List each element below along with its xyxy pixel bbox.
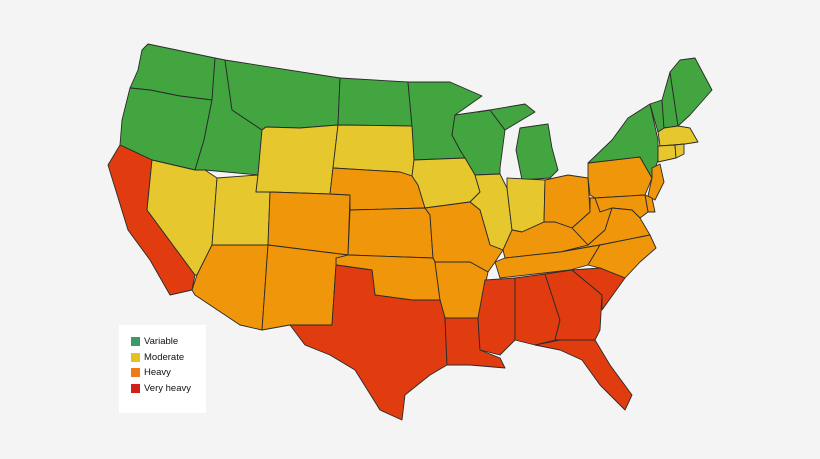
legend: Variable Moderate Heavy Very heavy <box>119 325 206 413</box>
state-ks <box>347 207 434 259</box>
state-me <box>669 57 713 127</box>
state-wy <box>255 124 339 195</box>
state-ct <box>657 144 677 163</box>
state-co <box>267 191 351 256</box>
legend-swatch-moderate <box>131 352 140 362</box>
state-ny <box>587 103 659 179</box>
legend-swatch-heavy <box>131 368 140 378</box>
state-ma <box>657 125 699 147</box>
legend-item-very-heavy: Very heavy <box>131 381 206 397</box>
legend-item-variable: Variable <box>131 334 206 350</box>
state-mo <box>424 201 504 273</box>
state-mi <box>477 103 559 181</box>
state-pa <box>587 156 653 199</box>
legend-label-moderate: Moderate <box>144 351 185 363</box>
legend-item-heavy: Heavy <box>131 365 206 381</box>
legend-swatch-variable <box>131 337 140 347</box>
state-ky <box>502 221 589 259</box>
legend-label-very-heavy: Very heavy <box>144 382 191 394</box>
state-ms <box>477 277 516 356</box>
state-nd <box>337 77 413 127</box>
legend-label-variable: Variable <box>144 336 179 347</box>
legend-item-moderate: Moderate <box>131 350 206 366</box>
state-nc <box>587 234 657 279</box>
state-fl <box>534 339 633 411</box>
state-tx <box>289 264 448 421</box>
state-nj <box>647 163 665 201</box>
state-sc <box>571 267 626 311</box>
state-ri <box>674 143 685 159</box>
legend-label-heavy: Heavy <box>144 367 171 378</box>
legend-swatch-very-heavy <box>131 383 140 393</box>
